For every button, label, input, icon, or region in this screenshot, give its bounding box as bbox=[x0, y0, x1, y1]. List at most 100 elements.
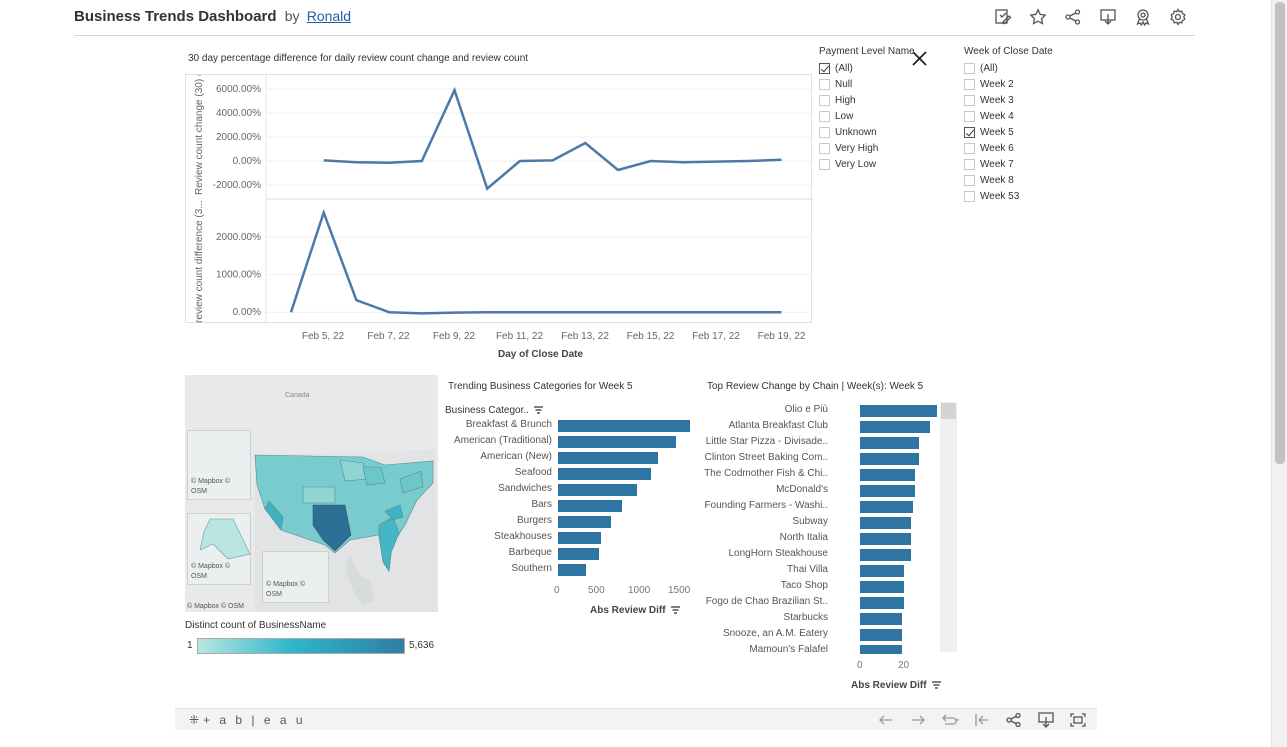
checkbox[interactable] bbox=[819, 78, 830, 90]
checkbox[interactable] bbox=[819, 142, 830, 154]
edit-icon[interactable] bbox=[994, 8, 1012, 26]
badge-icon[interactable] bbox=[1134, 8, 1152, 27]
payment-filter-option[interactable]: Low bbox=[819, 108, 915, 124]
sort-icon[interactable] bbox=[533, 406, 543, 414]
chain-bar[interactable] bbox=[860, 597, 904, 609]
payment-filter-option[interactable]: Null bbox=[819, 76, 915, 92]
category-bar[interactable] bbox=[558, 420, 690, 432]
revert-icon[interactable] bbox=[941, 712, 960, 728]
checkbox[interactable] bbox=[964, 110, 975, 122]
chain-bar[interactable] bbox=[860, 533, 911, 545]
chains-scrollbar[interactable] bbox=[940, 402, 957, 652]
gear-icon[interactable] bbox=[1169, 8, 1187, 26]
category-label: Sandwiches bbox=[498, 483, 552, 494]
download-icon[interactable] bbox=[1037, 712, 1055, 728]
chain-bar[interactable] bbox=[860, 565, 904, 577]
categories-header[interactable]: Business Categor.. bbox=[445, 405, 543, 416]
y-tick-label: 2000.00% bbox=[216, 132, 261, 143]
checkbox[interactable] bbox=[964, 158, 975, 170]
chain-bar[interactable] bbox=[860, 501, 913, 513]
payment-filter-option[interactable]: Very Low bbox=[819, 156, 915, 172]
chain-bar[interactable] bbox=[860, 485, 915, 497]
category-bar[interactable] bbox=[558, 452, 658, 464]
author-link[interactable]: Ronald bbox=[306, 8, 352, 24]
tableau-logo[interactable]: ⁜ + a b | e a u bbox=[189, 713, 306, 727]
payment-filter-option[interactable]: (All) bbox=[819, 60, 915, 76]
category-bar[interactable] bbox=[558, 500, 622, 512]
checkbox[interactable] bbox=[964, 62, 975, 74]
reset-icon[interactable] bbox=[973, 712, 991, 728]
redo-icon[interactable] bbox=[909, 712, 927, 728]
chain-bar[interactable] bbox=[860, 421, 931, 433]
scrollbar-thumb[interactable] bbox=[1275, 2, 1285, 464]
star-icon[interactable] bbox=[1029, 8, 1047, 26]
category-bar[interactable] bbox=[558, 436, 676, 448]
x-tick-labels: Feb 5, 22 Feb 7, 22 Feb 9, 22 Feb 11, 22 Feb… bbox=[302, 331, 806, 342]
share-icon[interactable] bbox=[1005, 712, 1023, 728]
us-map[interactable]: Canada © Mapbox © OSM © Mapbox © OSM © Map… bbox=[185, 375, 438, 612]
checkbox[interactable] bbox=[964, 142, 975, 154]
x-tick-label: Feb 5, 22 bbox=[302, 331, 345, 342]
checkbox-checked[interactable] bbox=[819, 62, 830, 74]
legend-max: 5,636 bbox=[409, 640, 435, 651]
legend-min: 1 bbox=[187, 640, 193, 651]
checkbox[interactable] bbox=[819, 158, 830, 170]
category-bar[interactable] bbox=[558, 532, 602, 544]
chain-bar[interactable] bbox=[860, 405, 937, 417]
sort-icon[interactable] bbox=[931, 681, 941, 689]
undo-icon[interactable] bbox=[877, 712, 895, 728]
week-filter-option[interactable]: Week 3 bbox=[964, 92, 1053, 108]
page-title: Business Trends Dashboard bbox=[74, 8, 277, 25]
share-icon[interactable] bbox=[1064, 8, 1082, 26]
payment-filter-option[interactable]: Very High bbox=[819, 140, 915, 156]
week-filter-option[interactable]: Week 8 bbox=[964, 172, 1053, 188]
checkbox[interactable] bbox=[964, 190, 975, 202]
chain-label: Clinton Street Baking Com.. bbox=[704, 452, 828, 463]
week-filter-option[interactable]: Week 6 bbox=[964, 140, 1053, 156]
payment-filter-option-label: Very High bbox=[835, 142, 879, 154]
download-icon[interactable] bbox=[1099, 8, 1117, 26]
week-filter-options: (All) Week 2 Week 3 Week 4 Week 5 Week 6 Week … bbox=[964, 60, 1053, 204]
category-bar[interactable] bbox=[558, 468, 651, 480]
week-filter-option[interactable]: Week 2 bbox=[964, 76, 1053, 92]
categories-x-axis-label: Abs Review Diff bbox=[590, 605, 666, 616]
checkbox[interactable] bbox=[964, 78, 975, 90]
chain-bar[interactable] bbox=[860, 437, 920, 449]
chain-bar[interactable] bbox=[860, 613, 902, 625]
chains-chart-viewport[interactable]: Olio e Più Atlanta Breakfast Club Little S… bbox=[700, 402, 940, 654]
week-filter-option[interactable]: Week 5 bbox=[964, 124, 1053, 140]
chain-bar[interactable] bbox=[860, 453, 920, 465]
fullscreen-icon[interactable] bbox=[1069, 712, 1087, 728]
review-count-change-line[interactable] bbox=[323, 86, 782, 191]
week-filter-option[interactable]: (All) bbox=[964, 60, 1053, 76]
category-bar[interactable] bbox=[558, 484, 638, 496]
page-scrollbar[interactable] bbox=[1271, 0, 1287, 747]
chain-bar[interactable] bbox=[860, 629, 902, 641]
chain-bar[interactable] bbox=[860, 549, 911, 561]
payment-filter-option-label: (All) bbox=[835, 62, 853, 74]
category-bar[interactable] bbox=[558, 548, 599, 560]
checkbox[interactable] bbox=[819, 126, 830, 138]
chain-label: LongHorn Steakhouse bbox=[728, 548, 828, 559]
checkbox[interactable] bbox=[819, 110, 830, 122]
chain-bar[interactable] bbox=[860, 645, 902, 654]
payment-filter-option[interactable]: Unknown bbox=[819, 124, 915, 140]
checkbox[interactable] bbox=[964, 174, 975, 186]
sort-icon[interactable] bbox=[670, 606, 680, 614]
chains-scrollbar-thumb[interactable] bbox=[941, 403, 956, 419]
chain-bar[interactable] bbox=[860, 517, 911, 529]
review-count-difference-line[interactable] bbox=[289, 208, 782, 315]
category-bar[interactable] bbox=[558, 564, 586, 576]
checkbox-checked[interactable] bbox=[964, 126, 975, 138]
category-bar[interactable] bbox=[558, 516, 611, 528]
close-icon[interactable] bbox=[911, 50, 928, 67]
week-filter-option[interactable]: Week 4 bbox=[964, 108, 1053, 124]
week-filter-option[interactable]: Week 7 bbox=[964, 156, 1053, 172]
payment-filter-option[interactable]: High bbox=[819, 92, 915, 108]
checkbox[interactable] bbox=[819, 94, 830, 106]
chain-bar[interactable] bbox=[860, 469, 915, 481]
week-filter-option[interactable]: Week 53 bbox=[964, 188, 1053, 204]
checkbox[interactable] bbox=[964, 94, 975, 106]
x-tick-label: Feb 13, 22 bbox=[561, 331, 609, 342]
chain-bar[interactable] bbox=[860, 581, 904, 593]
